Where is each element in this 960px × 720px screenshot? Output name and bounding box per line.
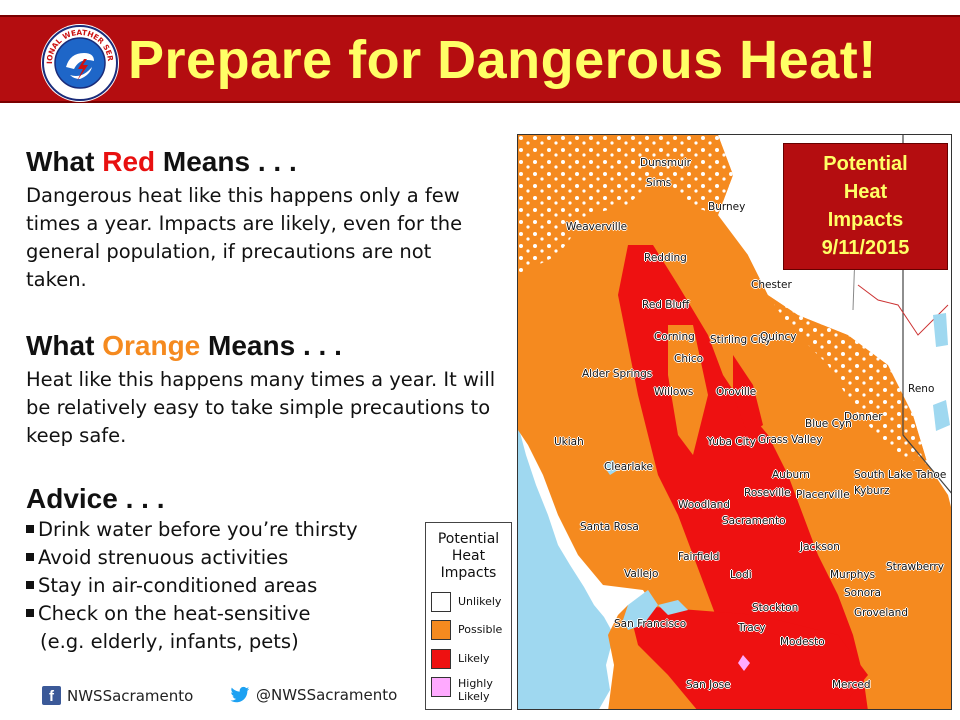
map-ocean (518, 425, 614, 709)
advice-heading: Advice . . . (26, 483, 165, 514)
map-label-burney: Burney (708, 201, 746, 213)
map-label-san-jose: San Jose (686, 679, 731, 691)
map-label-tracy: Tracy (738, 622, 766, 634)
map-label-quincy: Quincy (760, 331, 797, 343)
map-label-jackson: Jackson (800, 541, 840, 553)
map-label-grass-valley: Grass Valley (758, 434, 823, 446)
orange-heading-suffix: Means . . . (208, 330, 342, 361)
advice-item: Check on the heat-sensitive (e.g. elderl… (26, 600, 358, 656)
map-label-chico: Chico (674, 353, 704, 365)
map-label-yuba-city: Yuba City (707, 436, 756, 448)
heat-legend: Potential Heat Impacts Unlikely Possible… (425, 522, 512, 710)
highway-line (857, 284, 949, 336)
orange-heading: What Orange Means . . . (26, 330, 342, 362)
facebook-handle[interactable]: f NWSSacramento (42, 686, 193, 705)
lake-clearlake (603, 460, 618, 475)
bullet-icon (26, 524, 34, 533)
title-banner: NATIONAL WEATHER SERVICE Prepare for Dan… (0, 15, 960, 103)
swatch-unlikely (431, 592, 451, 612)
map-highly-likely-spot (738, 655, 750, 671)
map-label-sims: Sims (646, 177, 672, 189)
facebook-icon: f (42, 686, 61, 705)
advice-item: Drink water before you’re thirsty (26, 516, 358, 544)
map-label-strawberry: Strawberry (886, 561, 944, 573)
orange-heading-prefix: What (26, 330, 95, 361)
twitter-handle[interactable]: @NWSSacramento (230, 686, 397, 704)
red-heading-suffix: Means . . . (162, 146, 297, 177)
orange-description: Heat like this happens many times a year… (26, 368, 496, 447)
map-label-weaverville: Weaverville (566, 221, 628, 233)
twitter-icon (230, 686, 250, 703)
legend-title: Potential Heat Impacts (437, 531, 500, 581)
map-label-clearlake: Clearlake (604, 461, 653, 473)
map-speckle-east (768, 295, 928, 465)
map-label-vallejo: Vallejo (624, 568, 659, 580)
map-label-sacramento: Sacramento (722, 515, 786, 527)
map-label-red-bluff: Red Bluff (642, 299, 690, 311)
map-label-alder-springs: Alder Springs (582, 368, 653, 380)
advice-list: Drink water before you’re thirsty Avoid … (26, 516, 358, 656)
red-heading: What Red Means . . . (26, 146, 297, 178)
facebook-label: NWSSacramento (67, 686, 194, 705)
map-label-fairfield: Fairfield (678, 551, 720, 563)
map-label-stockton: Stockton (752, 602, 799, 614)
map-label-reno: Reno (908, 383, 935, 395)
map-label-san-francisco: San Francisco (614, 618, 687, 630)
map-label-ukiah: Ukiah (554, 436, 584, 448)
legend-item-highly-likely: Highly Likely (431, 677, 511, 707)
map-label-dunsmuir: Dunsmuir (640, 157, 691, 169)
map-label-oroville: Oroville (716, 386, 757, 398)
map-label-lodi: Lodi (730, 569, 752, 581)
map-date: 9/11/2015 (821, 237, 910, 259)
map-label-blue-cyn: Blue Cyn (805, 418, 852, 430)
map-label-sonora: Sonora (844, 587, 881, 599)
map-likely-south (628, 605, 868, 709)
san-francisco-bay (623, 590, 658, 630)
map-label-placerville: Placerville (796, 489, 850, 501)
map-likely-east (733, 355, 763, 435)
bullet-icon (26, 608, 34, 617)
legend-item-likely: Likely (431, 649, 511, 671)
map-impacts-box: Potential Heat Impacts 9/11/2015 (783, 143, 948, 270)
map-label-chester: Chester (751, 279, 792, 291)
pyramid-lake (933, 313, 948, 347)
red-description: Dangerous heat like this happens only a … (26, 184, 463, 291)
swatch-highly-likely (431, 677, 451, 697)
map-label-santa-rosa: Santa Rosa (580, 521, 639, 533)
map-orange-island (668, 325, 708, 455)
map-label-groveland: Groveland (854, 607, 908, 619)
map-label-willows: Willows (654, 386, 694, 398)
map-label-murphys: Murphys (830, 569, 876, 581)
map-label-modesto: Modesto (780, 636, 825, 648)
advice-item: Stay in air-conditioned areas (26, 572, 358, 600)
map-label-redding: Redding (644, 252, 687, 264)
red-heading-highlight: Red (102, 146, 156, 177)
map-label-corning: Corning (654, 331, 695, 343)
red-heading-prefix: What (26, 146, 95, 177)
bullet-icon (26, 552, 34, 561)
twitter-label: @NWSSacramento (256, 686, 398, 704)
map-label-stirling-city: Stirling City (710, 334, 772, 346)
bullet-icon (26, 580, 34, 589)
page-title: Prepare for Dangerous Heat! (128, 30, 877, 90)
map-label-donner: Donner (844, 411, 883, 423)
map-label-auburn: Auburn (772, 469, 810, 481)
legend-item-possible: Possible (431, 620, 511, 642)
nws-logo-icon: NATIONAL WEATHER SERVICE (40, 23, 119, 102)
san-pablo-bay (658, 600, 688, 615)
advice-item: Avoid strenuous activities (26, 544, 358, 572)
advice-sub-item: (e.g. elderly, infants, pets) (40, 630, 299, 653)
map-label-south-lake-tahoe: South Lake Tahoe (854, 469, 947, 481)
lake-tahoe (933, 400, 950, 431)
map-speckle-north (518, 135, 733, 275)
map-label-merced: Merced (832, 679, 871, 691)
map-label-roseville: Roseville (744, 487, 791, 499)
legend-item-unlikely: Unlikely (431, 592, 511, 614)
swatch-likely (431, 649, 451, 669)
swatch-possible (431, 620, 451, 640)
map-label-woodland: Woodland (678, 499, 730, 511)
orange-heading-highlight: Orange (102, 330, 201, 361)
map-label-kyburz: Kyburz (854, 485, 890, 497)
